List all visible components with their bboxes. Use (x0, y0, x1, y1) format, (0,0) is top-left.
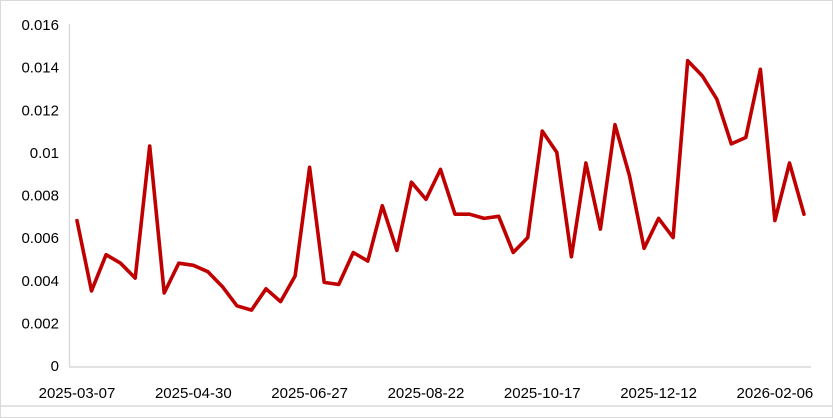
x-tick-label: 2025-06-27 (271, 385, 348, 402)
x-tick-label: 2026-02-06 (737, 385, 814, 402)
x-tick-label: 2025-04-30 (155, 385, 232, 402)
y-tick-label: 0.01 (30, 145, 59, 162)
y-tick-label: 0 (51, 358, 59, 375)
y-tick-label: 0.012 (21, 102, 59, 119)
y-tick-label: 0.006 (21, 230, 59, 247)
x-tick-label: 2025-03-07 (39, 385, 116, 402)
x-tick-label: 2025-10-17 (504, 385, 581, 402)
data-series-line (75, 58, 806, 312)
y-tick-label: 0.016 (21, 17, 59, 34)
y-tick-label: 0.014 (21, 60, 59, 77)
y-tick-label: 0.004 (21, 273, 59, 290)
y-tick-label: 0.008 (21, 188, 59, 205)
x-tick-label: 2025-12-12 (620, 385, 697, 402)
y-tick-label: 0.002 (21, 315, 59, 332)
x-tick-label: 2025-08-22 (388, 385, 465, 402)
